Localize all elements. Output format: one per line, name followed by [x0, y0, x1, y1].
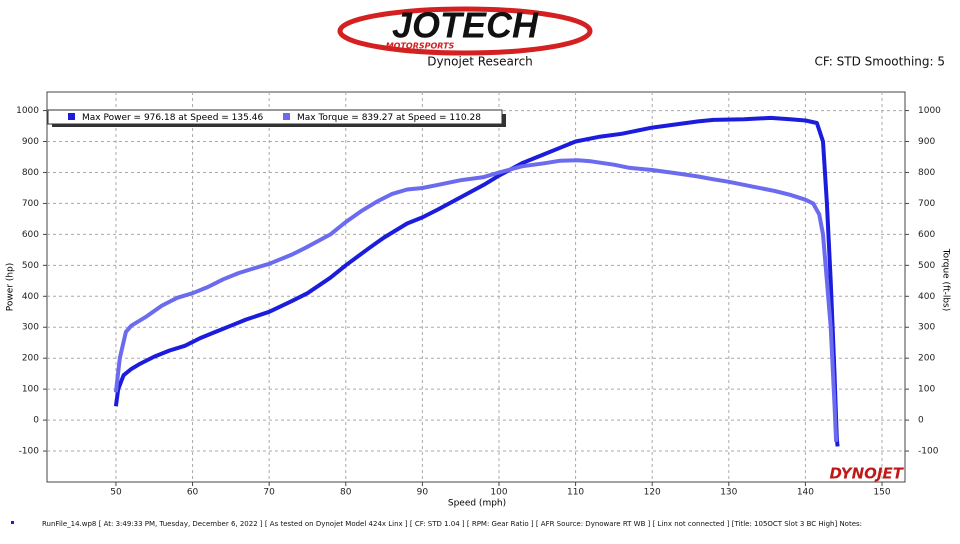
y-tick-label: 500	[22, 261, 39, 271]
y-tick-label: -100	[19, 447, 40, 457]
y2-tick-label: 400	[918, 292, 935, 302]
y2-tick-label: 700	[918, 199, 935, 209]
x-axis-label: Speed (mph)	[448, 499, 506, 509]
y-tick-label: 0	[33, 416, 39, 426]
footer-icon	[11, 521, 14, 524]
y-tick-label: 900	[22, 137, 39, 147]
y-axis-label: Power (hp)	[6, 263, 16, 312]
x-tick-label: 70	[263, 488, 275, 498]
watermark: DYNOJET	[829, 465, 904, 483]
x-tick-label: 50	[110, 488, 122, 498]
y-tick-label: 300	[22, 323, 39, 333]
y2-tick-label: 100	[918, 385, 935, 395]
y-tick-label: 100	[22, 385, 39, 395]
x-tick-label: 100	[490, 488, 507, 498]
series-line	[113, 115, 840, 447]
y2-tick-label: 1000	[918, 106, 941, 116]
legend	[47, 109, 503, 125]
plot-area	[46, 91, 906, 483]
y-tick-label: 600	[22, 230, 39, 240]
logo-swoosh	[337, 6, 593, 56]
y-tick-label: 700	[22, 199, 39, 209]
y2-tick-label: -100	[918, 447, 939, 457]
legend-label: Max Power = 976.18 at Speed = 135.46	[82, 113, 263, 123]
y2-tick-label: 600	[918, 230, 935, 240]
y2-tick-label: 300	[918, 323, 935, 333]
footer: RunFile_14.wp8 [ At: 3:49:33 PM, Tuesday…	[42, 520, 862, 528]
y-tick-label: 800	[22, 168, 39, 178]
legend-swatch	[68, 113, 75, 120]
subtitle: Dynojet Research	[427, 55, 533, 69]
y-tick-label: 400	[22, 292, 39, 302]
y2-tick-label: 500	[918, 261, 935, 271]
y2-tick-label: 900	[918, 137, 935, 147]
series-line	[113, 158, 839, 442]
x-tick-label: 80	[340, 488, 352, 498]
logo-sub: MOTORSPORTS	[386, 42, 455, 51]
y2-tick-label: 800	[918, 168, 935, 178]
x-tick-label: 150	[873, 488, 890, 498]
x-tick-label: 120	[644, 488, 661, 498]
y2-tick-label: 200	[918, 354, 935, 364]
x-tick-label: 110	[567, 488, 584, 498]
legend-swatch	[283, 113, 290, 120]
x-tick-label: 60	[187, 488, 199, 498]
y-tick-label: 200	[22, 354, 39, 364]
logo: JOTECH	[392, 5, 539, 46]
settings: CF: STD Smoothing: 5	[814, 55, 945, 69]
x-tick-label: 140	[797, 488, 814, 498]
legend-label: Max Torque = 839.27 at Speed = 110.28	[297, 113, 481, 123]
x-tick-label: 130	[720, 488, 737, 498]
x-tick-label: 90	[417, 488, 429, 498]
y2-axis-label: Torque (ft-lbs)	[941, 248, 951, 312]
y2-tick-label: 0	[918, 416, 924, 426]
y-tick-label: 1000	[16, 106, 39, 116]
